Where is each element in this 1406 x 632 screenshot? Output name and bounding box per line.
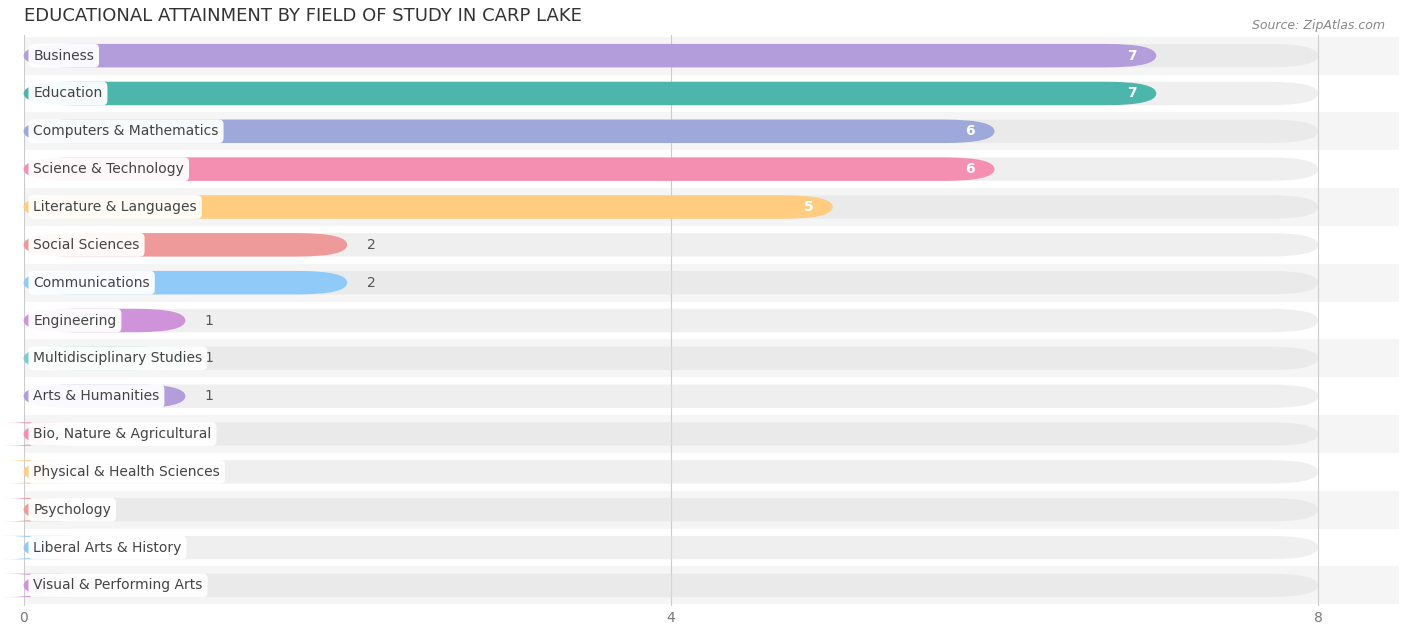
Text: 0: 0 [72,578,82,592]
Text: 1: 1 [205,313,214,327]
FancyBboxPatch shape [24,195,1319,219]
Text: Education: Education [34,87,103,100]
Bar [24,415,1399,453]
FancyBboxPatch shape [24,574,1319,597]
Text: Computers & Mathematics: Computers & Mathematics [34,125,219,138]
Text: Physical & Health Sciences: Physical & Health Sciences [34,465,221,479]
FancyBboxPatch shape [24,119,1319,143]
Text: Arts & Humanities: Arts & Humanities [34,389,159,403]
FancyBboxPatch shape [24,233,1319,257]
Text: 1: 1 [205,351,214,365]
Text: 2: 2 [367,238,375,252]
FancyBboxPatch shape [24,422,1319,446]
Bar [24,453,1399,491]
FancyBboxPatch shape [24,536,1319,559]
FancyBboxPatch shape [3,460,73,483]
FancyBboxPatch shape [24,498,1319,521]
Bar [24,226,1399,264]
Text: 7: 7 [1128,87,1137,100]
Text: 2: 2 [367,276,375,289]
Text: Bio, Nature & Agricultural: Bio, Nature & Agricultural [34,427,211,441]
Bar [24,75,1399,112]
FancyBboxPatch shape [3,574,73,597]
FancyBboxPatch shape [24,271,347,295]
Bar [24,37,1399,75]
Bar [24,566,1399,604]
FancyBboxPatch shape [3,498,73,521]
FancyBboxPatch shape [24,44,1319,68]
FancyBboxPatch shape [24,157,1319,181]
Text: 0: 0 [72,540,82,554]
Text: Communications: Communications [34,276,150,289]
Text: 6: 6 [966,162,976,176]
FancyBboxPatch shape [24,460,1319,483]
Bar [24,264,1399,301]
Text: Business: Business [34,49,94,63]
Text: Visual & Performing Arts: Visual & Performing Arts [34,578,202,592]
Text: EDUCATIONAL ATTAINMENT BY FIELD OF STUDY IN CARP LAKE: EDUCATIONAL ATTAINMENT BY FIELD OF STUDY… [24,7,582,25]
Bar [24,112,1399,150]
FancyBboxPatch shape [24,119,994,143]
Text: 0: 0 [72,465,82,479]
FancyBboxPatch shape [24,384,186,408]
Bar [24,377,1399,415]
FancyBboxPatch shape [24,271,1319,295]
Text: 0: 0 [72,427,82,441]
Text: Social Sciences: Social Sciences [34,238,139,252]
Text: Literature & Languages: Literature & Languages [34,200,197,214]
Text: 6: 6 [966,125,976,138]
Text: Multidisciplinary Studies: Multidisciplinary Studies [34,351,202,365]
FancyBboxPatch shape [24,309,1319,332]
Bar [24,150,1399,188]
Bar [24,339,1399,377]
FancyBboxPatch shape [24,346,186,370]
FancyBboxPatch shape [3,536,73,559]
FancyBboxPatch shape [24,233,347,257]
FancyBboxPatch shape [24,309,186,332]
Text: 1: 1 [205,389,214,403]
Bar [24,188,1399,226]
Text: Engineering: Engineering [34,313,117,327]
Text: Science & Technology: Science & Technology [34,162,184,176]
FancyBboxPatch shape [24,82,1319,105]
Bar [24,301,1399,339]
Text: Source: ZipAtlas.com: Source: ZipAtlas.com [1251,19,1385,32]
FancyBboxPatch shape [24,157,994,181]
FancyBboxPatch shape [24,82,1156,105]
FancyBboxPatch shape [24,44,1156,68]
Text: 7: 7 [1128,49,1137,63]
Text: Liberal Arts & History: Liberal Arts & History [34,540,181,554]
FancyBboxPatch shape [3,422,73,446]
Text: Psychology: Psychology [34,502,111,517]
Bar [24,491,1399,528]
Bar [24,528,1399,566]
Text: 0: 0 [72,502,82,517]
FancyBboxPatch shape [24,384,1319,408]
FancyBboxPatch shape [24,195,832,219]
FancyBboxPatch shape [24,346,1319,370]
Text: 5: 5 [803,200,813,214]
